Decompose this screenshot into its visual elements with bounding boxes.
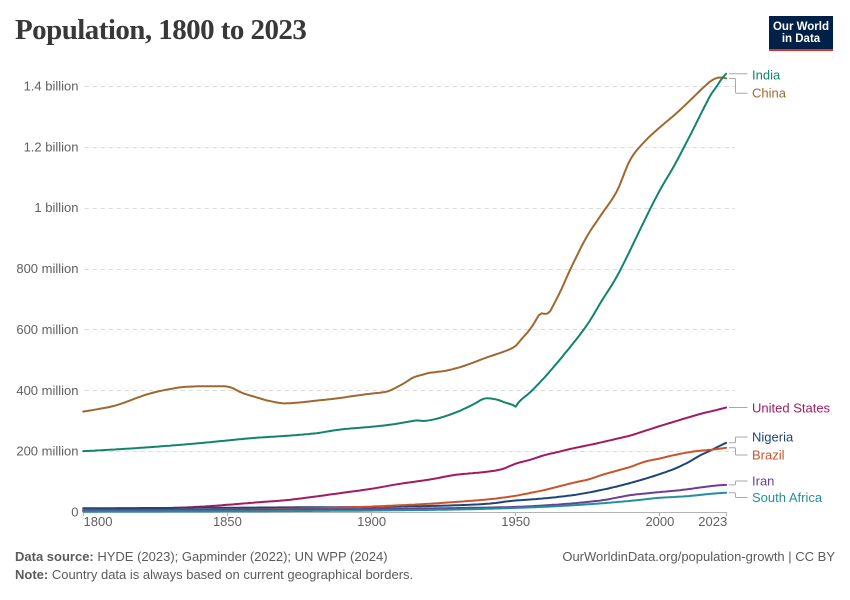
- svg-text:1.4 billion: 1.4 billion: [24, 79, 79, 94]
- svg-text:China: China: [752, 86, 787, 101]
- svg-text:800 million: 800 million: [16, 261, 78, 276]
- svg-text:1.2 billion: 1.2 billion: [24, 139, 79, 154]
- svg-text:South Africa: South Africa: [752, 490, 823, 505]
- svg-text:600 million: 600 million: [16, 322, 78, 337]
- svg-text:1850: 1850: [213, 514, 242, 529]
- svg-text:India: India: [752, 68, 781, 83]
- svg-text:2000: 2000: [645, 514, 674, 529]
- svg-text:200 million: 200 million: [16, 444, 78, 459]
- svg-text:1900: 1900: [357, 514, 386, 529]
- svg-text:United States: United States: [752, 401, 831, 416]
- svg-text:1 billion: 1 billion: [34, 200, 78, 215]
- svg-text:Brazil: Brazil: [752, 448, 785, 463]
- svg-text:1950: 1950: [501, 514, 530, 529]
- svg-text:Nigeria: Nigeria: [752, 430, 794, 445]
- svg-text:400 million: 400 million: [16, 383, 78, 398]
- svg-text:Iran: Iran: [752, 474, 774, 489]
- svg-text:1800: 1800: [84, 514, 113, 529]
- svg-text:2023: 2023: [698, 514, 727, 529]
- svg-text:0: 0: [71, 505, 78, 520]
